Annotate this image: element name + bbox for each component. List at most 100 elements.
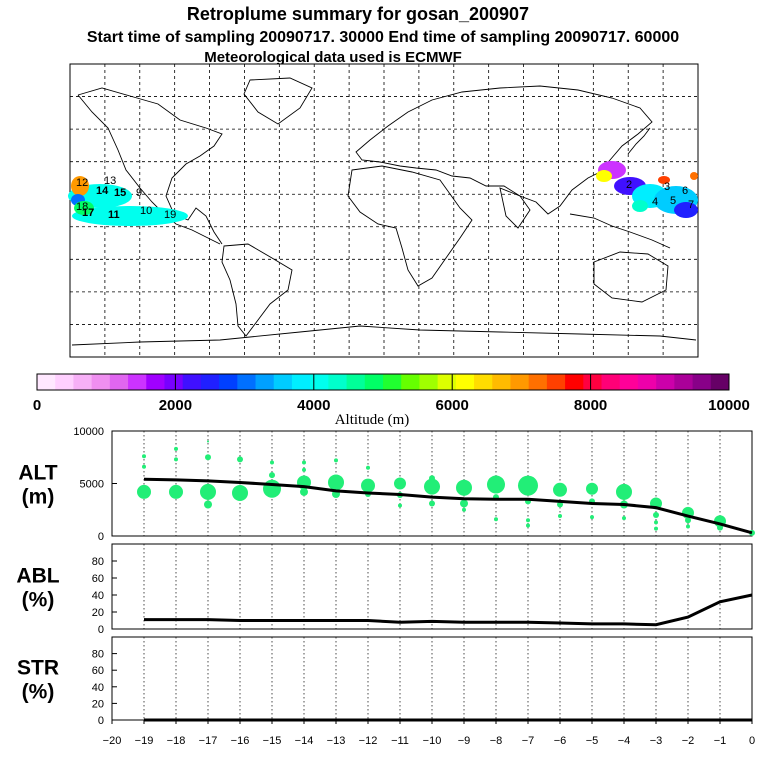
cluster-point xyxy=(553,482,567,497)
cluster-point xyxy=(590,515,594,520)
y-tick-label: 0 xyxy=(98,624,104,636)
sampling-times: Start time of sampling 20090717. 30000 E… xyxy=(87,29,679,46)
cluster-point xyxy=(622,516,626,521)
plume-blob xyxy=(632,200,648,212)
panel-abl: 0 20 40 60 80 ABL(%) xyxy=(16,543,753,636)
cluster-point xyxy=(654,520,658,525)
plume-blob xyxy=(674,202,698,218)
colorbar-cell xyxy=(674,374,694,390)
plume-label: 19 xyxy=(164,209,176,221)
colorbar-ticks: 0 2000 4000 6000 8000 10000 xyxy=(33,374,750,414)
cluster-point xyxy=(429,475,435,482)
y-tick-label: 10000 xyxy=(73,426,104,438)
cluster-point xyxy=(269,472,275,479)
altitude-colorbar: 0 2000 4000 6000 8000 10000 Altitude (m) xyxy=(33,373,750,428)
colorbar-label: Altitude (m) xyxy=(335,412,410,428)
plume-blob xyxy=(690,172,698,180)
colorbar-cell xyxy=(273,374,293,390)
cluster-point xyxy=(302,467,306,472)
cluster-point xyxy=(557,501,563,508)
colorbar-cell xyxy=(419,374,439,390)
cluster-point xyxy=(366,465,370,470)
panel-label-unit: (m) xyxy=(22,486,55,509)
cluster-point xyxy=(653,512,659,518)
cluster-point xyxy=(586,482,598,495)
figure-title: Retroplume summary for gosan_200907 xyxy=(187,4,529,24)
cluster-point xyxy=(237,494,243,501)
colorbar-cell xyxy=(692,374,712,390)
plume-label: 14 xyxy=(96,185,109,197)
y-tick-label: 80 xyxy=(92,649,104,661)
time-series-panels: 0500010000ALT(m)020406080ABL(%)020406080… xyxy=(16,426,755,747)
plume-blob xyxy=(72,206,188,226)
plume-label: 13 xyxy=(104,175,116,187)
cluster-point xyxy=(361,478,375,493)
y-tick-label: 5000 xyxy=(80,479,104,491)
panel-label-unit: (%) xyxy=(22,681,55,704)
south-america xyxy=(221,243,293,337)
cluster-point xyxy=(654,526,658,531)
africa xyxy=(347,165,473,287)
x-tick-label: −15 xyxy=(263,735,282,747)
met-data-note: Meteorological data used is ECMWF xyxy=(204,49,462,66)
colorbar-cell xyxy=(619,374,639,390)
x-tick-label: 0 xyxy=(749,735,755,747)
x-tick-label: −13 xyxy=(327,735,346,747)
north-america-coast xyxy=(77,87,223,245)
colorbar-cell xyxy=(546,374,566,390)
plume-west: 12 14 15 9 17 11 10 19 13 18 xyxy=(68,175,188,226)
cluster-point xyxy=(460,499,468,508)
plume-label: 3 xyxy=(664,181,670,193)
colorbar-cell xyxy=(328,374,348,390)
cluster-point xyxy=(204,500,212,509)
cluster-point xyxy=(394,477,406,490)
colorbar-cell xyxy=(455,374,475,390)
cluster-point xyxy=(263,479,281,498)
cluster-point xyxy=(558,514,562,519)
colorbar-cell xyxy=(200,374,220,390)
colorbar-cell xyxy=(310,374,329,390)
cluster-point xyxy=(300,487,308,496)
y-tick-label: 60 xyxy=(92,665,104,677)
panel-str: 0 20 40 60 80 STR(%) xyxy=(17,636,753,727)
colorbar-cell xyxy=(164,374,184,390)
plume-label: 9 xyxy=(136,187,142,199)
india xyxy=(499,187,531,229)
colorbar-cell xyxy=(109,374,129,390)
cluster-point xyxy=(270,460,274,465)
x-tick-label: −19 xyxy=(135,735,154,747)
x-tick-label: −16 xyxy=(231,735,250,747)
x-tick-label: −11 xyxy=(391,735,409,747)
cluster-point xyxy=(169,484,183,499)
cluster-point xyxy=(174,457,178,462)
cluster-point xyxy=(462,507,466,512)
cluster-point xyxy=(200,483,216,500)
series-line xyxy=(144,593,753,627)
cluster-point xyxy=(456,479,472,496)
cluster-point xyxy=(616,483,632,500)
plume-label: 4 xyxy=(652,196,658,208)
series-line xyxy=(143,477,753,535)
x-tick-label: −18 xyxy=(167,735,186,747)
x-tick-label: −10 xyxy=(423,735,442,747)
cluster-point xyxy=(518,475,538,496)
plume-label: 18 xyxy=(76,201,88,213)
colorbar-cell xyxy=(656,374,675,390)
north-america-west-coast xyxy=(77,94,221,245)
plume-label: 7 xyxy=(688,199,694,211)
colorbar-cell xyxy=(219,374,238,390)
colorbar-cell xyxy=(237,374,257,390)
cluster-point xyxy=(526,518,530,523)
cluster-point xyxy=(398,503,402,508)
colorbar-tick-label: 0 xyxy=(33,397,41,414)
colorbar-cell xyxy=(583,374,603,390)
cluster-point xyxy=(302,460,306,465)
colorbar-cell xyxy=(637,374,657,390)
colorbar-cell xyxy=(55,374,74,390)
colorbar-cell xyxy=(383,374,402,390)
colorbar-cell xyxy=(182,374,202,390)
colorbar-tick-label: 4000 xyxy=(297,397,330,414)
cluster-point xyxy=(205,454,211,461)
plume-label: 12 xyxy=(76,177,88,189)
